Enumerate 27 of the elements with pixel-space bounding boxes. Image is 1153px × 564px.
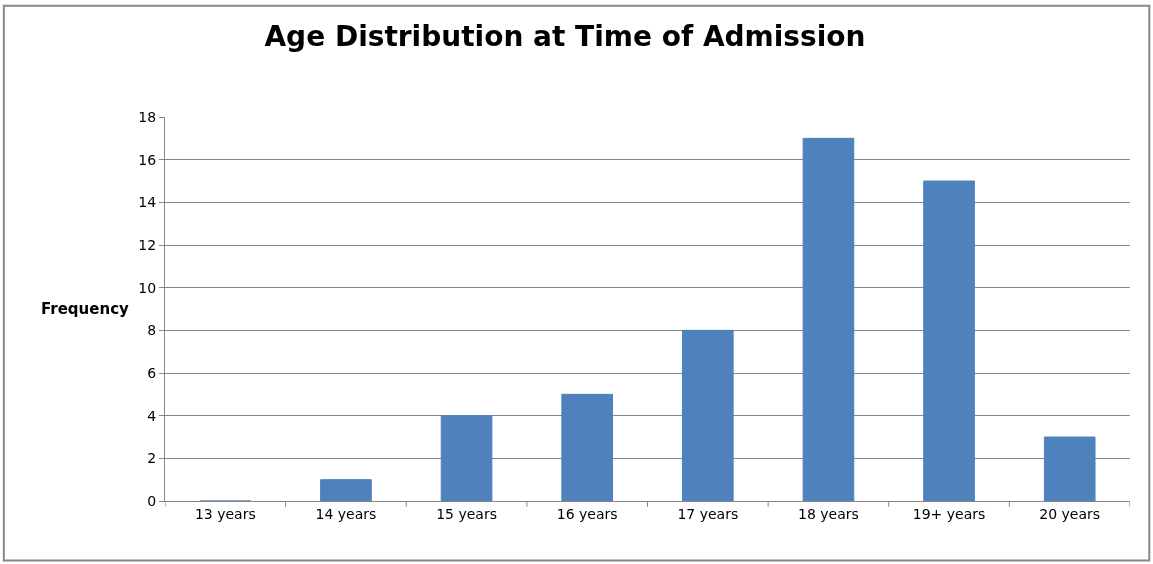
x-tick-label: 13 years — [194, 505, 256, 522]
bar — [923, 180, 975, 501]
y-tick-label: 8 — [147, 322, 157, 339]
x-tick-label: 17 years — [677, 505, 739, 522]
bar — [1043, 436, 1096, 501]
y-tick-label: 0 — [147, 492, 157, 509]
y-tick-label: 14 — [138, 194, 157, 211]
y-tick-label: 16 — [138, 151, 157, 168]
x-tick-label: 19+ years — [912, 505, 986, 522]
y-tick-label: 4 — [147, 407, 157, 424]
bar — [440, 415, 493, 501]
chart-title: Age Distribution at Time of Admission — [264, 20, 866, 54]
x-tick-label: 16 years — [556, 505, 618, 522]
bar — [802, 137, 855, 501]
x-tick-label: 14 years — [315, 505, 377, 522]
bar — [561, 393, 614, 501]
y-tick-label: 18 — [138, 108, 157, 125]
bar — [681, 329, 734, 501]
y-tick-label: 2 — [147, 450, 157, 467]
x-tick-label: 18 years — [798, 505, 859, 522]
y-tick-label: 6 — [147, 364, 157, 381]
bar — [320, 479, 372, 501]
x-tick-label: 15 years — [436, 505, 497, 522]
y-axis-title: Frequency — [41, 300, 130, 318]
y-tick-label: 10 — [138, 279, 157, 296]
x-tick-label: 20 years — [1039, 505, 1101, 522]
y-tick-label: 12 — [138, 236, 157, 253]
